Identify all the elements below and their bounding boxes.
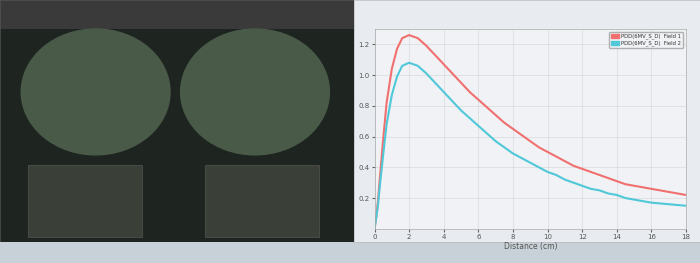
Bar (205, 165, 318, 237)
X-axis label: Distance (cm): Distance (cm) (503, 242, 557, 251)
Bar (0, 0, 354, 29)
Ellipse shape (21, 29, 170, 155)
Bar (0, 29, 354, 242)
Ellipse shape (181, 29, 330, 155)
Legend: PDD(6MV_S_D)  Field 1, PDD(6MV_S_D)  Field 2: PDD(6MV_S_D) Field 1, PDD(6MV_S_D) Field… (609, 32, 683, 48)
Bar (28, 165, 141, 237)
